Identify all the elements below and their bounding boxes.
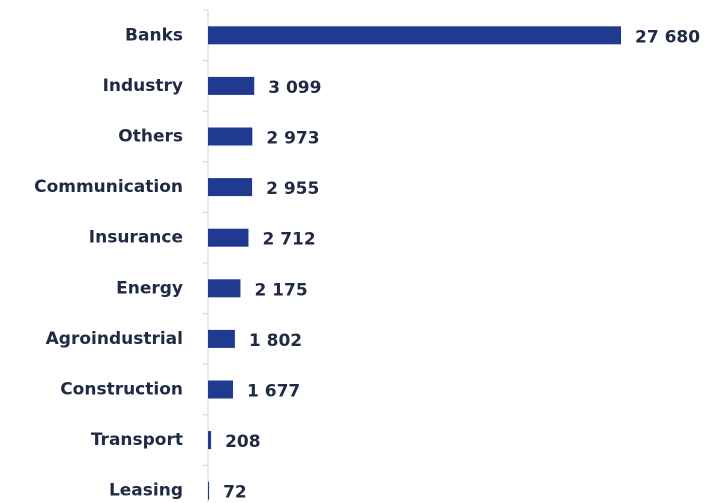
- value-label: 1 802: [249, 331, 302, 351]
- bar: [208, 481, 210, 500]
- category-label: Others: [118, 127, 183, 147]
- value-label: 1 677: [247, 382, 300, 402]
- bar: [208, 380, 234, 399]
- value-label: 2 955: [266, 179, 319, 199]
- bar: [208, 127, 253, 146]
- bar: [208, 279, 241, 298]
- value-label: 72: [223, 483, 247, 503]
- bar: [208, 329, 235, 348]
- value-label: 2 175: [254, 280, 307, 300]
- category-label: Banks: [125, 25, 183, 45]
- value-label: 208: [225, 432, 260, 452]
- category-label: Leasing: [109, 481, 183, 501]
- value-label: 2 712: [262, 230, 315, 250]
- category-label: Industry: [103, 76, 183, 96]
- category-label: Energy: [116, 278, 183, 298]
- bar: [208, 178, 253, 197]
- bar: [208, 76, 255, 95]
- category-label: Agroindustrial: [46, 329, 183, 349]
- category-label: Communication: [34, 177, 183, 197]
- category-label: Construction: [60, 380, 183, 400]
- bar: [208, 26, 621, 45]
- value-label: 3 099: [268, 78, 321, 98]
- category-label: Insurance: [89, 228, 183, 248]
- bar: [208, 228, 249, 247]
- value-label: 2 973: [266, 129, 319, 149]
- category-label: Transport: [91, 430, 183, 450]
- value-label: 27 680: [635, 27, 700, 47]
- bar: [208, 431, 212, 450]
